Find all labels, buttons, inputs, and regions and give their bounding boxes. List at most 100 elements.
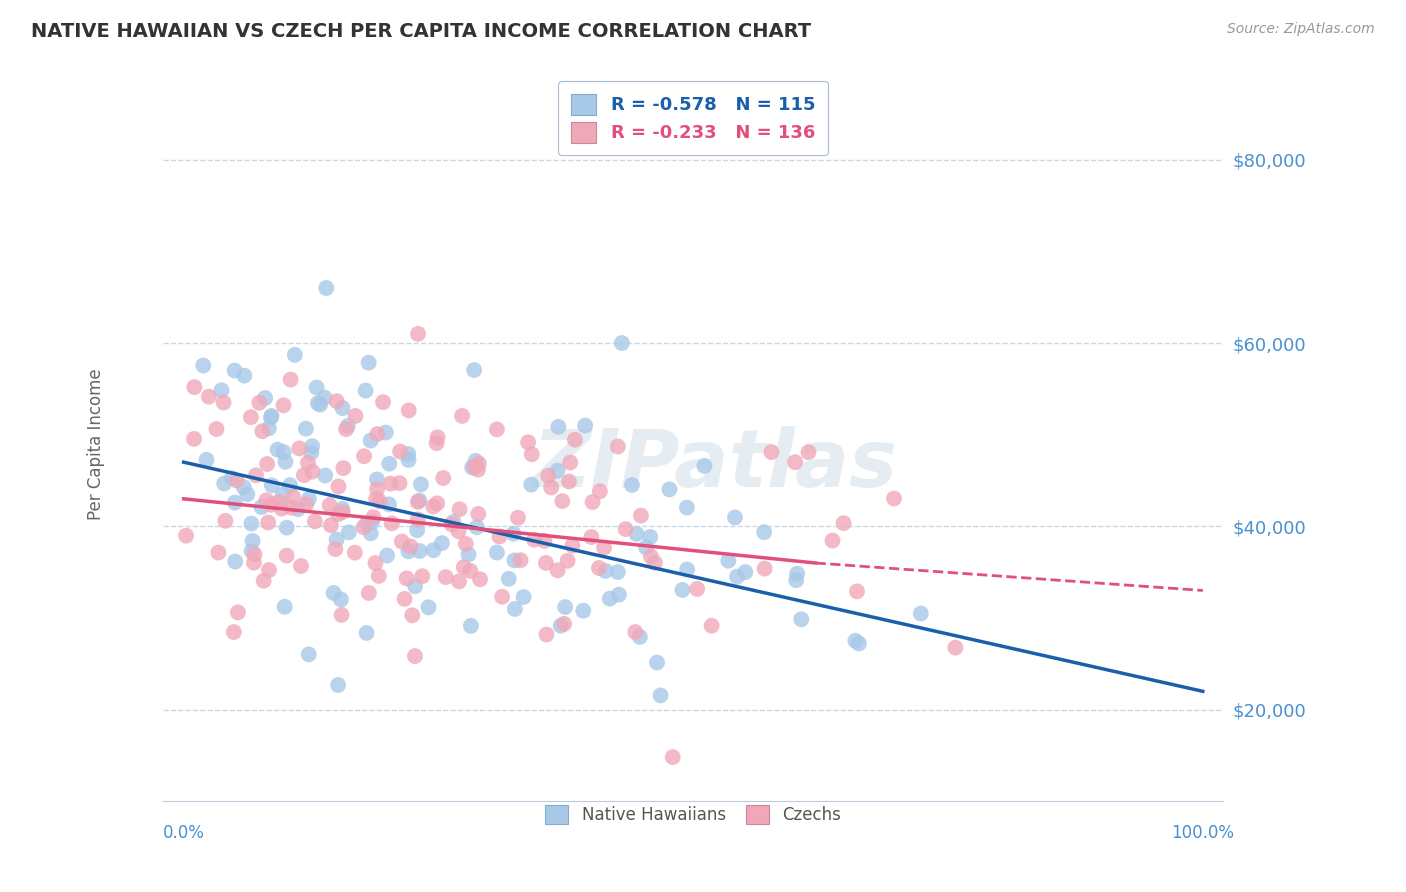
Point <box>404 579 426 593</box>
Point <box>520 447 543 461</box>
Point <box>183 432 205 446</box>
Point <box>332 461 354 475</box>
Point <box>330 501 353 516</box>
Point <box>553 616 575 631</box>
Point <box>353 449 375 463</box>
Point <box>337 525 360 540</box>
Point <box>276 549 298 563</box>
Point <box>440 517 463 532</box>
Point <box>572 604 595 618</box>
Point <box>564 433 586 447</box>
Point <box>717 554 740 568</box>
Text: Source: ZipAtlas.com: Source: ZipAtlas.com <box>1227 22 1375 37</box>
Point <box>252 424 274 438</box>
Point <box>418 600 440 615</box>
Point <box>270 501 292 516</box>
Point <box>309 398 332 412</box>
Point <box>276 521 298 535</box>
Point <box>260 409 283 423</box>
Point <box>700 618 723 632</box>
Point <box>406 523 429 537</box>
Point <box>725 569 748 583</box>
Point <box>254 391 277 405</box>
Point <box>197 390 219 404</box>
Point <box>686 582 709 596</box>
Point <box>786 566 808 581</box>
Point <box>661 750 683 764</box>
Point <box>295 497 318 511</box>
Point <box>454 537 477 551</box>
Point <box>295 422 318 436</box>
Point <box>645 656 668 670</box>
Point <box>558 475 581 489</box>
Point <box>329 592 352 607</box>
Point <box>257 421 280 435</box>
Point <box>406 512 429 526</box>
Point <box>676 562 699 576</box>
Point <box>658 483 681 497</box>
Point <box>212 395 235 409</box>
Point <box>550 618 572 632</box>
Point <box>460 619 482 633</box>
Point <box>364 556 387 570</box>
Point <box>260 410 283 425</box>
Point <box>443 515 465 529</box>
Point <box>848 636 870 650</box>
Point <box>630 508 652 523</box>
Text: Per Capita Income: Per Capita Income <box>87 368 105 520</box>
Point <box>453 560 475 574</box>
Point <box>273 445 295 459</box>
Text: 100.0%: 100.0% <box>1171 824 1234 842</box>
Point <box>239 410 262 425</box>
Point <box>761 445 783 459</box>
Point <box>389 444 412 458</box>
Point <box>432 471 454 485</box>
Point <box>485 545 508 559</box>
Point <box>299 445 322 459</box>
Point <box>560 456 582 470</box>
Point <box>354 384 377 398</box>
Point <box>326 678 349 692</box>
Point <box>280 500 302 515</box>
Point <box>754 561 776 575</box>
Point <box>174 529 197 543</box>
Point <box>271 487 294 501</box>
Point <box>260 498 283 512</box>
Point <box>595 564 617 578</box>
Point <box>581 530 603 544</box>
Point <box>357 586 380 600</box>
Point <box>292 468 315 483</box>
Point <box>676 500 699 515</box>
Point <box>301 465 323 479</box>
Point <box>517 435 540 450</box>
Point <box>380 476 402 491</box>
Point <box>785 455 807 469</box>
Point <box>391 534 413 549</box>
Point <box>332 505 354 519</box>
Point <box>547 420 569 434</box>
Text: 0.0%: 0.0% <box>163 824 204 842</box>
Point <box>406 495 429 509</box>
Point <box>671 582 693 597</box>
Point <box>636 541 658 555</box>
Point <box>225 474 247 488</box>
Point <box>256 457 278 471</box>
Point <box>734 565 756 579</box>
Point <box>463 460 485 475</box>
Point <box>278 478 301 492</box>
Point <box>626 527 648 541</box>
Point <box>460 564 482 578</box>
Point <box>449 502 471 516</box>
Point <box>540 481 562 495</box>
Point <box>503 602 526 616</box>
Point <box>554 600 576 615</box>
Point <box>325 533 347 547</box>
Point <box>396 447 419 461</box>
Point <box>298 491 321 506</box>
Point <box>607 588 630 602</box>
Point <box>273 599 295 614</box>
Point <box>512 590 534 604</box>
Point <box>356 626 378 640</box>
Point <box>222 625 245 640</box>
Point <box>883 491 905 506</box>
